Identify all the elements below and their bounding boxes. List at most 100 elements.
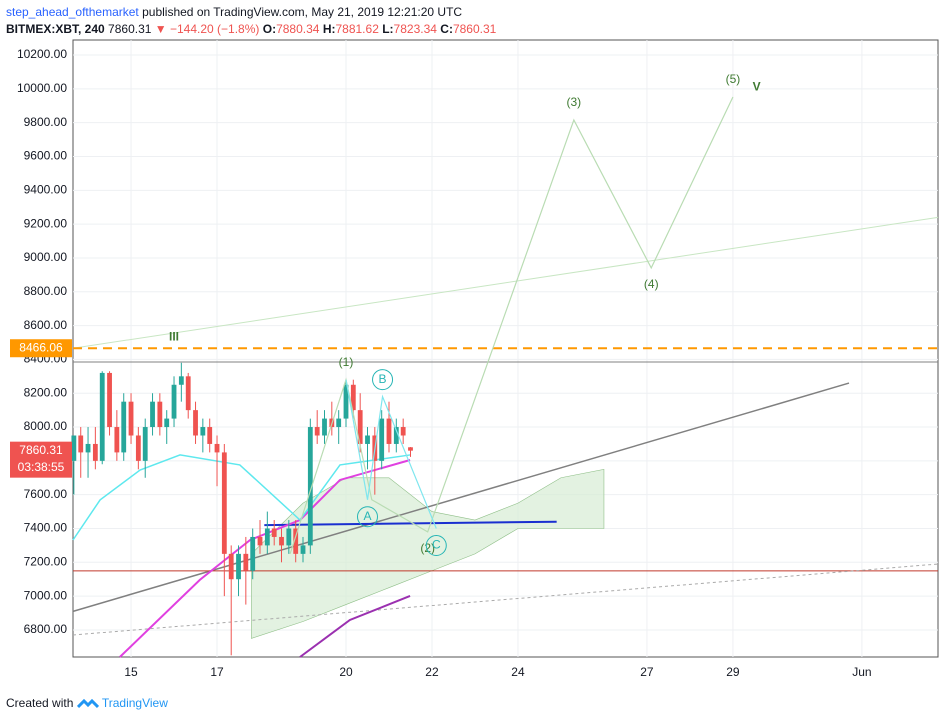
y-tick-label: 8000.00	[24, 419, 68, 433]
x-tick-label: 22	[425, 665, 439, 679]
candle-body	[85, 443, 91, 453]
countdown-label: 03:38:55	[18, 460, 65, 474]
y-tick-label: 9600.00	[24, 149, 68, 163]
candle-body	[78, 435, 84, 453]
candle-body	[71, 435, 77, 461]
author[interactable]: step_ahead_ofthemarket	[6, 5, 139, 19]
candle-body	[250, 536, 256, 571]
brand[interactable]: TradingView	[101, 696, 168, 710]
candle-body	[386, 418, 392, 444]
wave-label: (4)	[644, 277, 659, 291]
candle-body	[92, 443, 98, 461]
candle-body	[236, 553, 241, 580]
wave-path	[345, 379, 437, 529]
overlay-line	[72, 563, 939, 636]
candle-body	[271, 528, 277, 537]
x-tick-label: 24	[511, 665, 525, 679]
candle-body	[408, 447, 413, 451]
candle-body	[393, 427, 399, 444]
x-tick-label: 17	[210, 665, 224, 679]
y-tick-label: 7200.00	[24, 554, 68, 568]
candle-body	[171, 384, 177, 419]
candle-body	[121, 401, 127, 453]
candle-body	[142, 427, 148, 461]
candle-body	[314, 427, 320, 436]
annotation: V	[753, 79, 761, 93]
x-tick-label: Jun	[852, 665, 871, 679]
o-value: 7880.34	[276, 22, 320, 36]
x-tick-label: 20	[339, 665, 353, 679]
wave-label: (3)	[567, 95, 582, 109]
candle-body	[207, 427, 213, 444]
overlay-line	[264, 520, 557, 527]
candle-body	[279, 536, 284, 546]
wave-label-circle	[356, 506, 378, 528]
candle-body	[357, 410, 363, 444]
candle-body	[185, 376, 191, 411]
candle-body	[307, 427, 313, 546]
y-tick-label: 9800.00	[24, 115, 68, 129]
h-label: H:	[322, 22, 336, 36]
y-tick-label: 7400.00	[24, 521, 68, 535]
candle-body	[221, 452, 227, 554]
publish-info: published on TradingView.com, May 21, 20…	[142, 5, 463, 19]
candle-body	[193, 410, 198, 436]
candle-body	[300, 545, 306, 554]
candle-body	[164, 418, 170, 428]
candle-body	[350, 384, 356, 411]
candle-body	[379, 418, 385, 461]
symbol: BITMEX:XBT, 240	[6, 22, 105, 36]
h-value: 7881.62	[335, 22, 379, 36]
wave-label: (2)	[420, 541, 435, 555]
overlay-line	[72, 216, 939, 349]
candle-body	[400, 427, 406, 436]
l-label: L:	[382, 22, 394, 36]
annotation: III	[169, 330, 179, 344]
candle-body	[286, 528, 292, 546]
y-tick-label: 7000.00	[24, 588, 68, 602]
y-tick-label: 10000.00	[17, 81, 67, 95]
y-tick-label: 10200.00	[17, 47, 67, 61]
overlay-line	[72, 454, 411, 541]
y-tick-label: 7600.00	[24, 487, 68, 501]
ichimoku-cloud	[251, 468, 605, 639]
y-tick-label: 6800.00	[24, 622, 68, 636]
wave-label-circle	[425, 534, 447, 556]
x-tick-label: 29	[726, 665, 740, 679]
c-label: C:	[440, 22, 453, 36]
y-tick-label: 8800.00	[24, 284, 68, 298]
y-tick-label: 8200.00	[24, 385, 68, 399]
x-tick-label: 15	[124, 665, 138, 679]
y-tick-label: 9200.00	[24, 216, 68, 230]
last-price: 7860.31	[108, 22, 152, 36]
o-label: O:	[262, 22, 277, 36]
candle-body	[157, 401, 163, 428]
candle-body	[214, 443, 220, 453]
candle-body	[365, 435, 370, 444]
candle-body	[99, 372, 105, 461]
last-price-tag	[10, 441, 72, 478]
wave-label-circle	[372, 369, 394, 391]
header-line-1: step_ahead_ofthemarket published on Trad…	[6, 5, 462, 19]
wave-label: C	[432, 538, 441, 552]
candle-body	[135, 435, 141, 461]
wave-label: (1)	[339, 355, 354, 369]
wave-label: A	[363, 509, 371, 523]
candle-body	[243, 553, 249, 571]
change: ▼ −144.20 (−1.8%)	[154, 22, 260, 36]
candle-body	[178, 376, 184, 385]
candle-body	[128, 401, 134, 436]
candle-body	[264, 528, 270, 546]
header-line-2: BITMEX:XBT, 240 7860.31 ▼ −144.20 (−1.8%…	[6, 22, 496, 36]
candle-body	[228, 553, 234, 580]
y-tick-label: 8600.00	[24, 318, 68, 332]
l-value: 7823.34	[393, 22, 437, 36]
y-tick-label: 9000.00	[24, 250, 68, 264]
price-level-tag	[10, 339, 72, 358]
candle-body	[322, 418, 327, 436]
last-price-label: 7860.31	[19, 443, 63, 457]
wave-label: (5)	[726, 72, 741, 86]
candle-body	[293, 528, 299, 554]
